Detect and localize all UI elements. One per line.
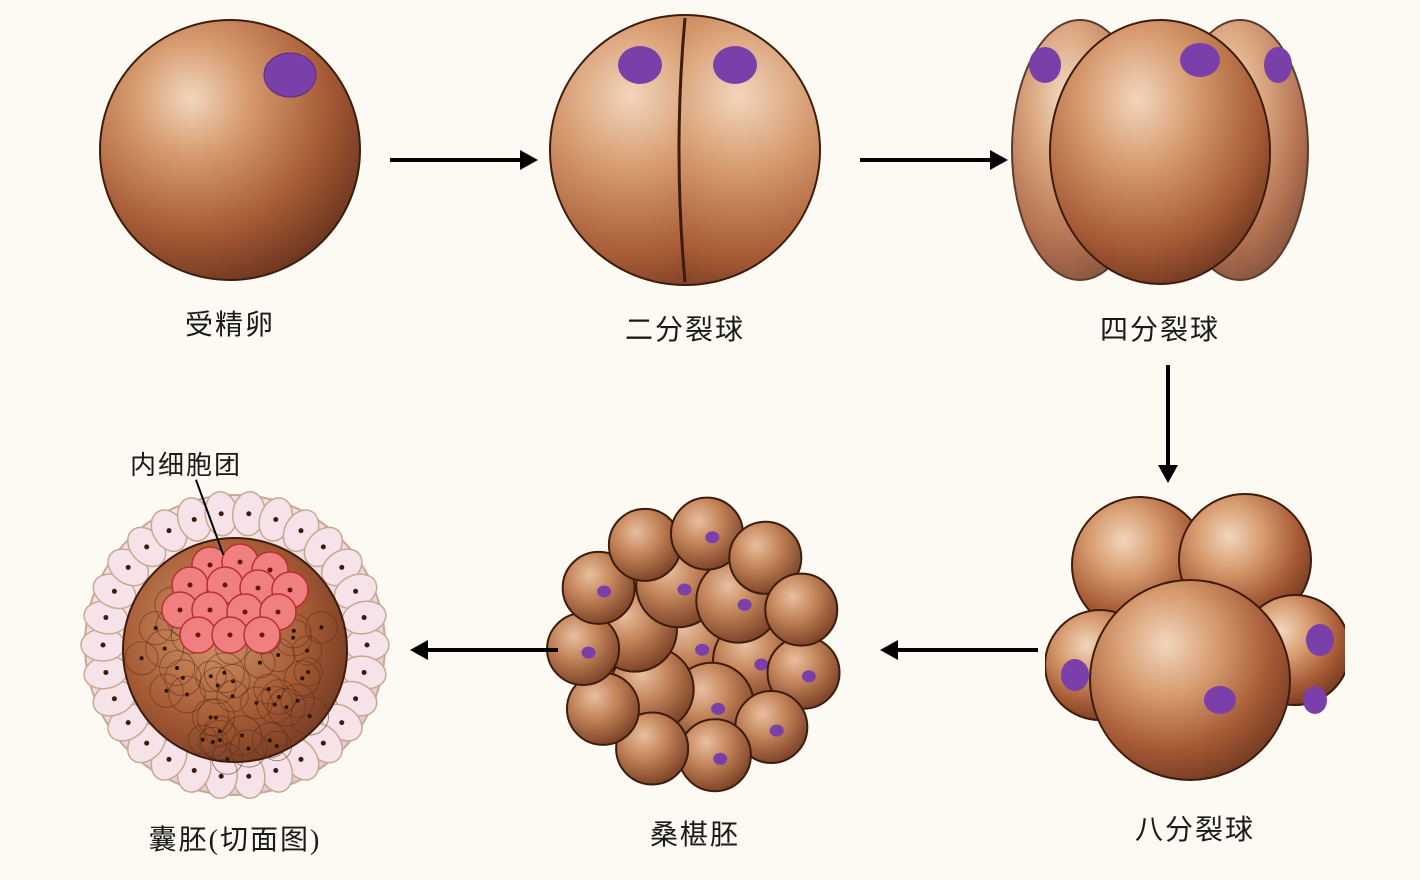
zygote-cell: [95, 15, 365, 285]
arrow-3: [1158, 365, 1178, 483]
morula-cell: [545, 495, 845, 795]
stage-eight-cell: 八分裂球: [1045, 490, 1345, 848]
stage-four-cell: 四分裂球: [1010, 10, 1310, 348]
four-cell-label: 四分裂球: [1100, 308, 1220, 348]
arrow-1: [390, 150, 538, 170]
zygote-label: 受精卵: [185, 303, 275, 343]
icm-annotation: 内细胞团: [130, 445, 242, 482]
blastocyst-label: 囊胚(切面图): [149, 818, 322, 858]
morula-label: 桑椹胚: [650, 813, 740, 853]
stage-zygote: 受精卵: [95, 15, 365, 343]
stage-morula: 桑椹胚: [545, 495, 845, 853]
stage-blastocyst: 囊胚(切面图): [80, 490, 390, 858]
two-cell: [545, 10, 825, 290]
arrow-2: [860, 150, 1008, 170]
two-cell-label: 二分裂球: [625, 308, 745, 348]
arrow-4: [880, 640, 1038, 660]
four-cell: [1010, 10, 1310, 290]
stage-two-cell: 二分裂球: [545, 10, 825, 348]
arrow-5: [410, 640, 558, 660]
eight-cell-label: 八分裂球: [1135, 808, 1255, 848]
eight-cell: [1045, 490, 1345, 790]
blastocyst-cell: [80, 490, 390, 800]
